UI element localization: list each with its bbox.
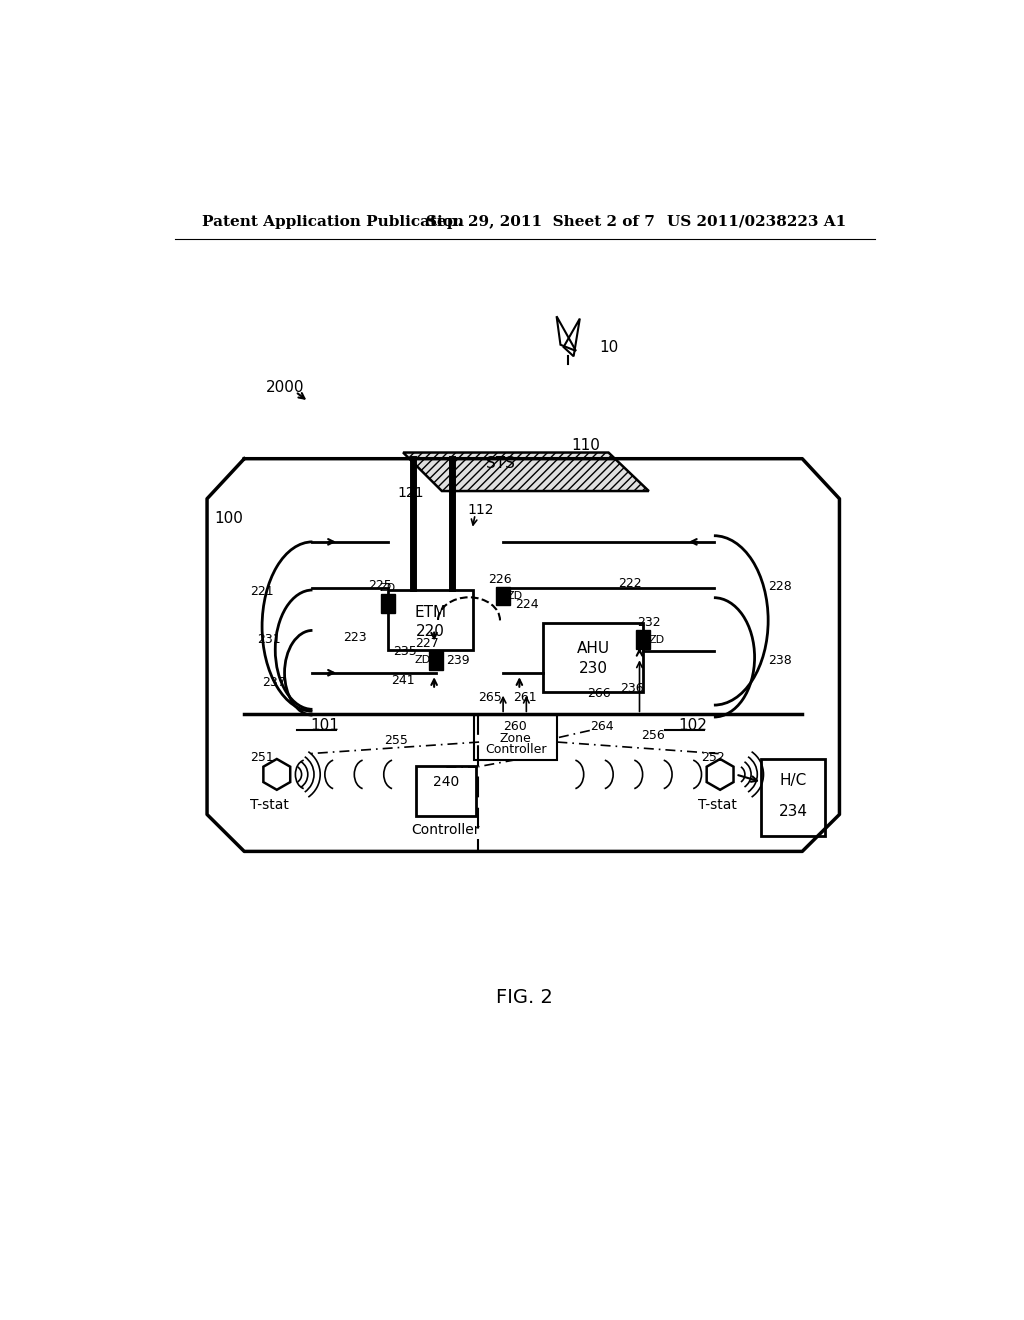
Text: 251: 251	[251, 751, 274, 764]
Text: 121: 121	[397, 486, 424, 500]
Text: T-stat: T-stat	[250, 799, 289, 812]
Text: 256: 256	[641, 730, 665, 742]
Text: US 2011/0238223 A1: US 2011/0238223 A1	[667, 215, 846, 228]
Text: 224: 224	[515, 598, 539, 611]
Text: AHU: AHU	[577, 640, 609, 656]
FancyBboxPatch shape	[429, 651, 443, 669]
Text: 265: 265	[478, 690, 502, 704]
Text: 110: 110	[571, 438, 600, 453]
Text: 252: 252	[701, 751, 725, 764]
Text: ZD: ZD	[380, 583, 395, 593]
Text: 221: 221	[251, 585, 274, 598]
Text: 238: 238	[768, 653, 792, 667]
Text: 264: 264	[590, 721, 613, 733]
Text: 234: 234	[778, 804, 808, 818]
Text: STS: STS	[486, 455, 515, 471]
FancyBboxPatch shape	[761, 759, 824, 836]
Text: 239: 239	[445, 653, 469, 667]
Text: 240: 240	[432, 775, 459, 789]
Text: 100: 100	[215, 511, 244, 527]
Text: 226: 226	[488, 573, 512, 586]
Text: FIG. 2: FIG. 2	[497, 989, 553, 1007]
Text: 222: 222	[617, 577, 641, 590]
Text: 227: 227	[415, 638, 438, 649]
Text: 102: 102	[678, 718, 708, 733]
Text: 261: 261	[513, 690, 537, 704]
Text: 101: 101	[310, 718, 339, 733]
Text: 230: 230	[579, 660, 607, 676]
Text: H/C: H/C	[779, 774, 807, 788]
Text: 2000: 2000	[266, 380, 304, 396]
Text: 237: 237	[262, 676, 286, 689]
Text: ZD: ZD	[415, 656, 430, 665]
Text: 266: 266	[587, 686, 610, 700]
Text: 10: 10	[599, 339, 618, 355]
Text: 235: 235	[393, 644, 417, 657]
Text: 220: 220	[416, 623, 444, 639]
FancyBboxPatch shape	[474, 715, 557, 760]
Text: 112: 112	[467, 503, 494, 517]
Text: 232: 232	[637, 616, 660, 630]
Text: Sep. 29, 2011  Sheet 2 of 7: Sep. 29, 2011 Sheet 2 of 7	[426, 215, 655, 228]
FancyBboxPatch shape	[496, 586, 510, 605]
FancyBboxPatch shape	[636, 631, 649, 649]
Text: 260: 260	[504, 721, 527, 733]
Text: Patent Application Publication: Patent Application Publication	[202, 215, 464, 228]
Text: T-stat: T-stat	[697, 799, 736, 812]
Text: 228: 228	[768, 579, 792, 593]
FancyBboxPatch shape	[381, 594, 394, 612]
Text: ETM: ETM	[414, 605, 446, 620]
Text: 255: 255	[384, 734, 408, 747]
FancyBboxPatch shape	[388, 590, 473, 651]
Text: Controller: Controller	[484, 743, 546, 756]
Text: ZD: ZD	[648, 635, 665, 644]
Polygon shape	[403, 453, 649, 491]
Text: Zone: Zone	[500, 731, 531, 744]
FancyBboxPatch shape	[544, 623, 643, 692]
Text: Controller: Controller	[412, 822, 480, 837]
Text: 231: 231	[257, 634, 281, 647]
Text: 223: 223	[343, 631, 367, 644]
Text: 236: 236	[621, 681, 644, 694]
Text: ZD: ZD	[507, 591, 523, 601]
Text: 241: 241	[391, 675, 415, 686]
FancyBboxPatch shape	[416, 767, 476, 816]
Text: 225: 225	[369, 579, 392, 593]
